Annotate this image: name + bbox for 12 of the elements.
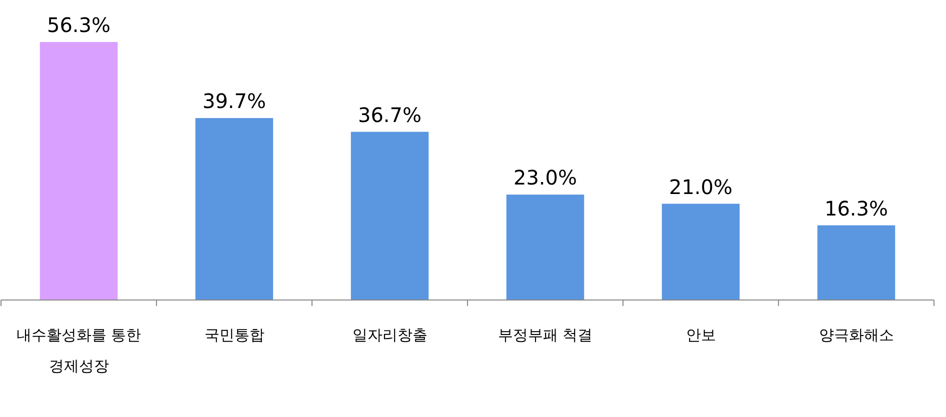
data-label: 21.0% <box>668 174 733 199</box>
data-label: 23.0% <box>513 166 578 190</box>
x-tick-label: 일자리창출 <box>352 326 428 344</box>
data-label: 39.7% <box>202 89 266 114</box>
data-label: 16.3% <box>824 196 888 220</box>
x-tick-label: 양극화해소 <box>818 326 894 344</box>
x-tick-label: 내수활성화를 통한 경제성장 <box>16 326 142 375</box>
x-tick-label: 부정부패 척결 <box>498 326 593 344</box>
x-tick-label: 안보 <box>686 326 716 344</box>
data-label: 56.3% <box>46 13 111 37</box>
x-tick-label: 국민통합 <box>204 326 264 344</box>
data-label: 36.7% <box>358 102 422 127</box>
